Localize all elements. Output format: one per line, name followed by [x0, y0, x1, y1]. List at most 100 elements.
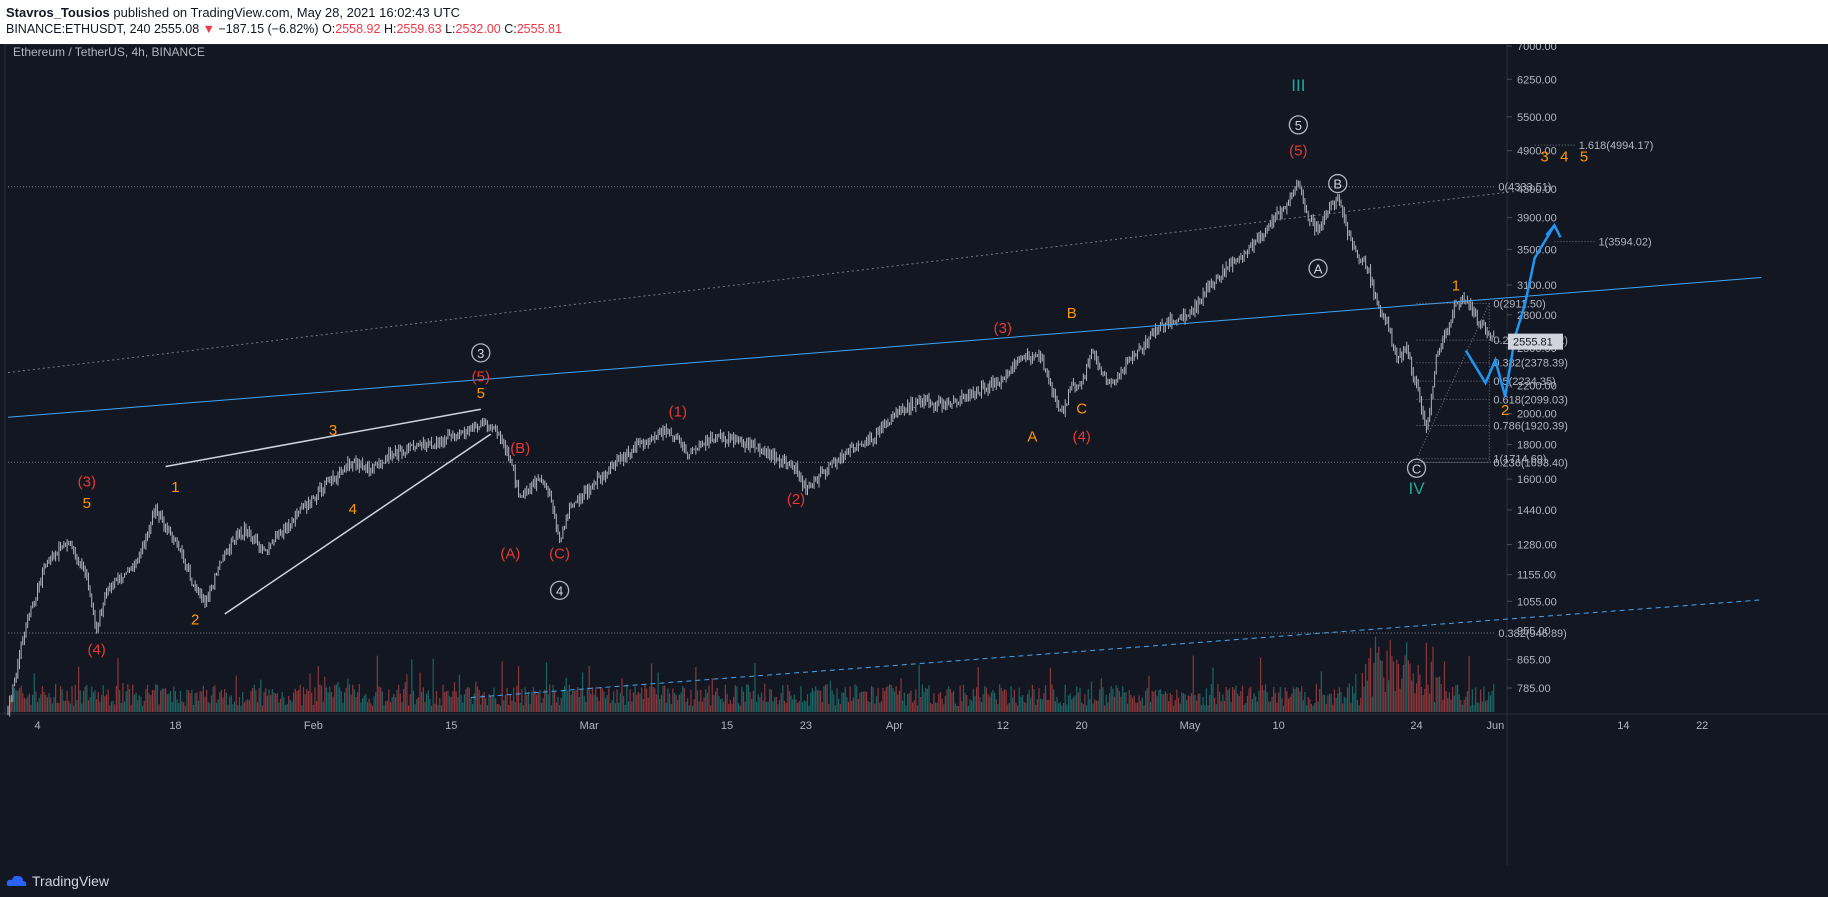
volume-bar	[1315, 684, 1318, 712]
volume-bar	[92, 692, 94, 712]
volume-bar	[252, 687, 254, 712]
wave-label: (5)	[1289, 142, 1307, 159]
volume-bar	[94, 690, 96, 712]
volume-bar	[462, 702, 464, 712]
high-value: 2559.63	[396, 22, 442, 36]
time-tick-label: Apr	[886, 720, 903, 732]
time-tick-label: 10	[1273, 720, 1285, 732]
volume-bar	[1338, 687, 1340, 712]
volume-bar	[46, 697, 48, 712]
volume-bar	[1255, 696, 1257, 712]
volume-bar	[1237, 693, 1239, 712]
volume-bar	[407, 705, 410, 712]
wedge-upper[interactable]	[165, 408, 481, 468]
volume-bar	[545, 662, 548, 712]
volume-bar	[255, 690, 257, 712]
volume-bar	[1158, 689, 1160, 712]
volume-bar	[994, 692, 996, 712]
volume-bar	[767, 701, 769, 712]
volume-bar	[1204, 705, 1206, 712]
volume-bar	[68, 700, 70, 712]
volume-bar	[445, 691, 447, 712]
volume-bar	[540, 702, 543, 712]
volume-bar	[1287, 698, 1290, 712]
volume-bar	[662, 685, 664, 712]
volume-bar	[1478, 702, 1480, 712]
volume-bar	[664, 685, 666, 712]
wave-label: 4	[349, 501, 357, 518]
volume-bar	[202, 685, 204, 712]
volume-bar	[989, 696, 991, 712]
volume-bar	[815, 686, 817, 712]
volume-bar	[800, 686, 802, 712]
volume-bar	[1353, 693, 1355, 712]
time-tick-label: Mar	[580, 720, 599, 732]
volume-bar	[1445, 690, 1447, 712]
volume-bar	[100, 695, 103, 712]
volume-bar	[887, 686, 889, 712]
volume-bar	[637, 691, 639, 712]
wedge-lower[interactable]	[224, 433, 492, 615]
dashed-support-line[interactable]	[470, 599, 1762, 698]
volume-bar	[560, 697, 562, 712]
projection-path[interactable]	[1464, 224, 1556, 397]
volume-bar	[494, 698, 497, 712]
volume-bar	[1427, 684, 1429, 712]
wave-circle-label: A	[1314, 261, 1323, 276]
volume-bar	[1253, 693, 1255, 712]
upper-dotted-line[interactable]	[7, 188, 1535, 374]
volume-bar	[706, 692, 708, 712]
volume-bar	[345, 687, 347, 712]
chart-svg[interactable]: Ethereum / TetherUS, 4h, BINANCE 7000.00 6…	[0, 44, 1828, 865]
volume-bar	[944, 695, 946, 712]
volume-bar	[1064, 684, 1066, 712]
volume-bar	[178, 703, 180, 712]
volume-bar	[501, 661, 503, 712]
volume-bar	[1061, 705, 1063, 712]
volume-bar	[56, 702, 58, 712]
volume-bar	[1470, 705, 1472, 712]
volume-bar	[1419, 674, 1421, 712]
volume-bar	[107, 689, 109, 712]
volume-bar	[1148, 675, 1150, 712]
volume-bar	[488, 693, 490, 712]
volume-bar	[778, 699, 781, 712]
volume-bar	[301, 705, 303, 712]
volume-bar	[859, 692, 861, 712]
volume-bar	[980, 702, 983, 712]
volume-bar	[847, 701, 850, 712]
blue-channel-line[interactable]	[7, 277, 1762, 418]
volume-bar	[204, 696, 206, 712]
chart-area[interactable]: Ethereum / TetherUS, 4h, BINANCE 7000.00 6…	[0, 44, 1828, 865]
volume-bar	[115, 685, 117, 712]
volume-bar	[1127, 703, 1129, 712]
volume-bar	[1212, 667, 1214, 712]
volume-bar	[665, 702, 667, 712]
volume-bar	[772, 701, 774, 712]
volume-bar	[150, 695, 152, 712]
volume-bar	[539, 689, 541, 712]
volume-bar	[805, 701, 807, 712]
wave-label: (3)	[78, 473, 96, 490]
volume-bar	[733, 696, 735, 712]
author-name[interactable]: Stavros_Tousios	[6, 5, 110, 20]
volume-bar	[962, 684, 965, 712]
wave-label: 2	[1501, 402, 1509, 419]
volume-bar	[1112, 688, 1114, 712]
volume-bar	[1274, 692, 1276, 712]
close-label: C:	[504, 22, 517, 36]
volume-bar	[1209, 694, 1211, 712]
volume-bar	[1146, 688, 1148, 712]
volume-bar	[89, 697, 91, 712]
tradingview-logo[interactable]: TradingView	[6, 873, 109, 889]
volume-bar	[114, 704, 116, 712]
volume-bar	[370, 703, 372, 712]
volume-bar	[45, 694, 47, 712]
price-tick-label: 1280.00	[1517, 540, 1557, 552]
volume-bar	[549, 684, 551, 712]
chart-title: Ethereum / TetherUS, 4h, BINANCE	[13, 45, 205, 59]
volume-bar	[273, 692, 275, 712]
volume-bar	[376, 655, 378, 712]
volume-bar	[245, 700, 247, 712]
volume-bar	[846, 697, 848, 712]
